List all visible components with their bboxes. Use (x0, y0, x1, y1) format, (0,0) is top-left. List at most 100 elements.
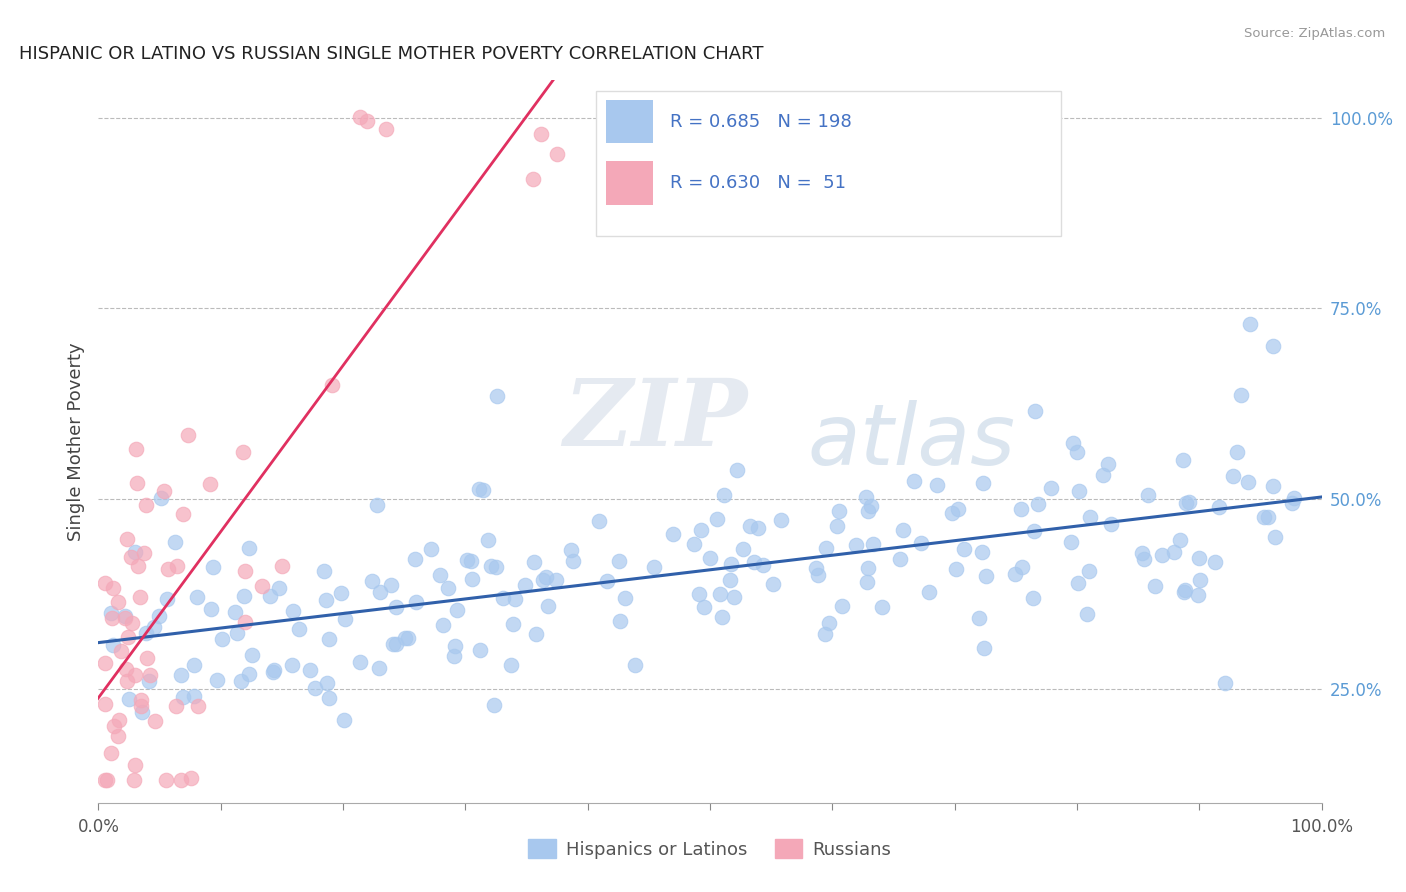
Point (1282, 491, 1305, 505)
Point (149, 491, 172, 505)
Point (135, 626, 157, 640)
Point (131, 706, 153, 720)
Point (122, 772, 145, 787)
Point (170, 668, 193, 682)
Point (531, 574, 554, 588)
Point (468, 482, 491, 496)
Point (1173, 585, 1195, 599)
Point (115, 673, 138, 688)
Point (187, 699, 209, 714)
Point (183, 690, 205, 704)
Point (101, 638, 124, 652)
Point (482, 698, 505, 713)
Point (170, 772, 193, 787)
Text: ZIP: ZIP (564, 375, 748, 465)
Point (1261, 478, 1284, 492)
Point (970, 544, 993, 558)
Point (1188, 551, 1211, 566)
Point (382, 637, 405, 651)
Point (537, 599, 560, 614)
Point (534, 570, 557, 584)
Point (139, 668, 162, 682)
Point (404, 552, 426, 566)
Point (831, 599, 853, 613)
Point (1078, 509, 1101, 524)
Point (522, 172, 544, 186)
Point (862, 537, 884, 551)
Point (226, 626, 249, 640)
Point (1010, 502, 1032, 516)
Point (270, 559, 292, 574)
Point (1236, 475, 1258, 489)
Point (624, 657, 647, 672)
Point (232, 445, 254, 459)
Point (366, 498, 388, 512)
Point (855, 490, 877, 504)
Point (356, 113, 378, 128)
Point (856, 504, 879, 518)
Point (153, 483, 176, 498)
Point (315, 593, 337, 607)
Point (142, 619, 165, 633)
Point (1067, 483, 1090, 498)
Point (115, 532, 138, 546)
Point (224, 605, 246, 619)
Point (1239, 317, 1261, 331)
Point (609, 614, 631, 628)
Point (1253, 509, 1275, 524)
Point (124, 667, 146, 681)
Point (891, 523, 914, 537)
Point (129, 699, 152, 714)
Point (844, 538, 866, 552)
Point (93, 576, 115, 591)
Point (333, 612, 356, 626)
Point (1178, 495, 1201, 509)
Point (1039, 481, 1062, 495)
Point (1281, 496, 1303, 510)
Point (121, 615, 143, 630)
Point (501, 658, 523, 673)
Point (769, 513, 792, 527)
Point (259, 589, 281, 603)
Point (1067, 576, 1090, 591)
Point (910, 536, 932, 550)
Point (125, 475, 148, 490)
Point (156, 562, 179, 576)
Point (93, 697, 115, 711)
Point (1060, 535, 1083, 549)
Point (200, 602, 222, 616)
Text: R = 0.630   N =  51: R = 0.630 N = 51 (669, 174, 845, 192)
Point (607, 554, 630, 568)
Point (976, 569, 998, 583)
Point (394, 632, 416, 646)
Point (472, 483, 495, 497)
FancyBboxPatch shape (606, 161, 652, 205)
Point (817, 616, 839, 631)
Point (321, 378, 343, 392)
Point (699, 551, 721, 566)
Point (124, 757, 146, 772)
Point (429, 567, 451, 582)
Point (396, 632, 419, 646)
Point (492, 591, 515, 605)
Point (1174, 495, 1197, 509)
Point (738, 519, 761, 533)
Point (720, 557, 742, 571)
Point (420, 541, 443, 556)
Point (456, 552, 478, 566)
Point (825, 518, 848, 533)
Point (1174, 583, 1197, 598)
Point (1062, 435, 1084, 450)
Point (333, 713, 356, 727)
Point (723, 590, 745, 604)
Point (502, 617, 524, 632)
Point (136, 651, 159, 665)
Point (361, 574, 384, 589)
Point (436, 581, 458, 595)
Point (941, 506, 963, 520)
Point (718, 574, 741, 588)
Point (233, 590, 256, 604)
Point (155, 772, 177, 787)
Point (1022, 524, 1045, 538)
Point (460, 572, 482, 586)
